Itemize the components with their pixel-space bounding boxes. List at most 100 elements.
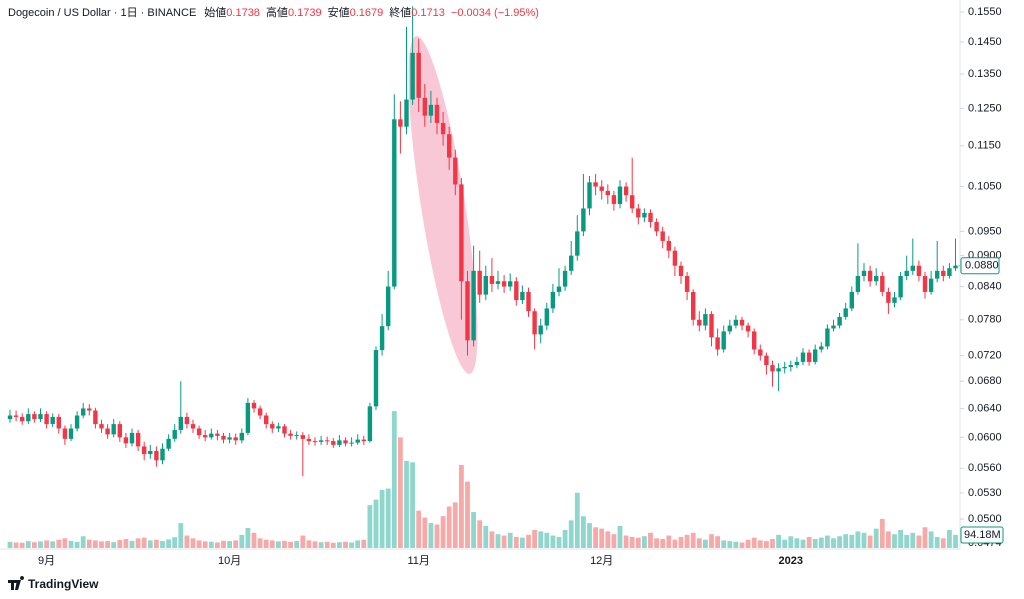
volume-bar — [953, 534, 958, 548]
volume-bar — [379, 489, 385, 548]
last-volume-badge — [960, 526, 1004, 544]
volume-bar — [416, 510, 422, 548]
volume-bar — [623, 535, 629, 548]
candle-body — [721, 331, 726, 350]
volume-bar — [812, 539, 818, 548]
volume-bar — [757, 540, 763, 548]
candle-body — [715, 337, 720, 350]
candle-body — [325, 440, 330, 442]
candle-body — [605, 190, 610, 196]
candle-body — [794, 361, 800, 366]
volume-bar — [635, 537, 641, 548]
candle-body — [434, 104, 440, 123]
candle-body — [928, 278, 934, 292]
volume-bar — [251, 532, 257, 548]
volume-bar — [294, 541, 300, 548]
x-tick-label: 12月 — [590, 555, 613, 567]
candle-body — [13, 415, 19, 417]
candle-body — [532, 311, 537, 335]
volume-bar — [873, 528, 879, 548]
volume-bar — [629, 536, 635, 548]
brand-name: TradingView — [28, 577, 99, 591]
volume-bar — [605, 531, 611, 548]
volume-bar — [617, 525, 623, 548]
volume-bar — [215, 542, 220, 548]
candle-body — [831, 325, 836, 329]
volume-bar — [947, 530, 952, 548]
last-price-label: 0.0880 — [965, 260, 999, 272]
candle-body — [20, 416, 25, 422]
volume-bar — [776, 534, 781, 548]
volume-bar — [794, 538, 800, 548]
volume-bar — [666, 535, 672, 548]
y-tick-label: 0.0530 — [968, 487, 1002, 499]
volume-bar — [367, 505, 373, 548]
volume-bar — [879, 518, 885, 548]
volume-bar — [599, 528, 605, 548]
candle-body — [941, 270, 946, 277]
volume-bar — [568, 520, 574, 548]
volume-bar — [898, 530, 903, 548]
volume-bar — [916, 535, 922, 548]
candle-body — [111, 424, 116, 435]
legend-value: 0.1739 — [288, 7, 322, 19]
candle-body — [745, 325, 751, 332]
candle-body — [642, 212, 647, 218]
candle-body — [770, 365, 775, 372]
candle-body — [367, 406, 373, 442]
volume-bar — [696, 538, 702, 548]
volume-bar — [373, 499, 379, 548]
candle-body — [392, 119, 397, 287]
candle-body — [81, 408, 86, 416]
candle-body — [709, 314, 714, 338]
volume-bar — [208, 541, 214, 548]
candle-body — [447, 134, 452, 158]
candle-body — [68, 428, 74, 439]
volume-bar — [489, 531, 495, 548]
volume-bar — [135, 538, 141, 548]
volume-bar — [32, 542, 37, 548]
candle-body — [514, 281, 519, 301]
volume-bar — [556, 536, 562, 548]
volume-bar — [239, 534, 245, 548]
candle-body — [282, 426, 287, 434]
y-tick-label: 0.0500 — [968, 513, 1002, 525]
volume-bar — [245, 527, 251, 548]
volume-bar — [190, 538, 196, 548]
candle-body — [593, 182, 598, 187]
volume-bar — [117, 539, 123, 548]
candle-body — [880, 276, 885, 292]
change-value: −0.0034 (−1.95%) — [451, 7, 539, 19]
candle-body — [203, 435, 208, 438]
volume-bar — [44, 540, 49, 548]
candle-body — [135, 432, 141, 447]
volume-bar — [154, 539, 159, 548]
volume-bar — [282, 540, 287, 548]
candle-body — [587, 182, 592, 209]
volume-bar — [544, 532, 550, 548]
volume-bar — [690, 532, 696, 548]
volume-bar — [68, 540, 74, 548]
volume-bar — [538, 531, 544, 548]
candle-body — [953, 265, 958, 269]
volume-bar — [147, 540, 153, 548]
candle-body — [337, 440, 342, 445]
candle-body — [623, 186, 629, 196]
candle-body — [245, 402, 251, 433]
candle-body — [38, 414, 43, 420]
volume-bar — [105, 541, 110, 548]
volume-bar — [483, 525, 489, 548]
volume-bar — [574, 492, 580, 548]
volume-bar — [446, 506, 452, 548]
volume-bar — [654, 538, 659, 548]
volume-bar — [93, 540, 98, 548]
volume-bar — [940, 538, 946, 548]
brand-logo: TradingView — [8, 576, 99, 591]
candle-body — [196, 428, 202, 436]
logo-icon — [8, 576, 25, 590]
candle-body — [142, 446, 147, 455]
volume-bar — [904, 534, 910, 548]
candle-body — [569, 255, 574, 271]
